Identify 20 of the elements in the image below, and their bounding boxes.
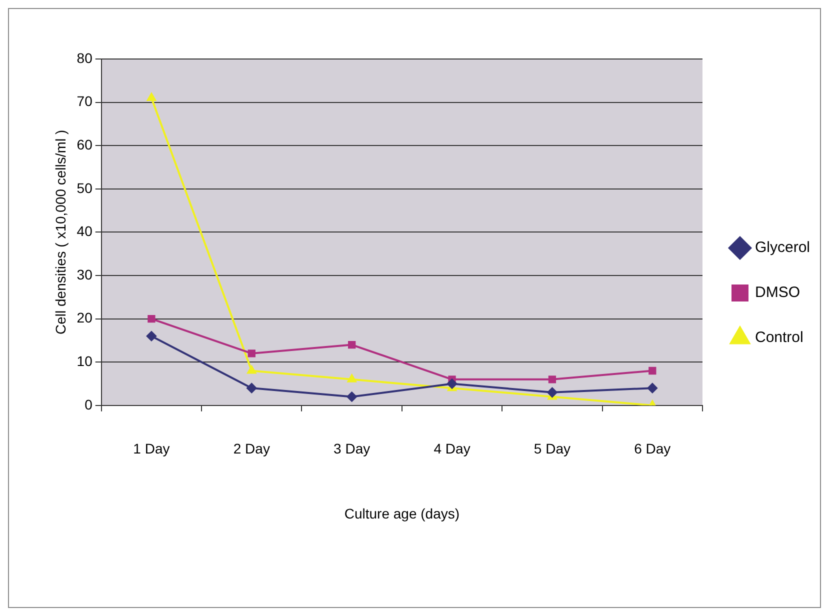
- x-axis-title: Culture age (days): [344, 505, 460, 522]
- y-tick-label: 60: [76, 136, 93, 152]
- legend-label: Glycerol: [754, 239, 810, 256]
- x-tick-label: 5 Day: [534, 440, 570, 457]
- x-tick-label: 3 Day: [334, 440, 370, 457]
- y-tick-label: 0: [84, 396, 93, 412]
- y-tick-label: 70: [76, 93, 93, 110]
- y-tick-label: 80: [76, 50, 93, 66]
- x-tick-label: 2 Day: [233, 440, 270, 457]
- y-tick-label: 40: [76, 223, 93, 240]
- y-tick-label: 50: [76, 180, 93, 196]
- x-tick-label: 1 Day: [133, 440, 170, 457]
- y-tick-label: 10: [76, 352, 93, 369]
- y-tick-label: 20: [76, 310, 93, 326]
- x-tick-label: 4 Day: [434, 440, 470, 457]
- y-tick-label: 30: [76, 266, 93, 282]
- legend-label: DMSO: [754, 284, 800, 302]
- legend-label: Control: [754, 329, 804, 346]
- y-axis-title: Cell densities ( x10,000 cells/ml ): [52, 130, 68, 335]
- x-tick-label: 6 Day: [634, 440, 671, 457]
